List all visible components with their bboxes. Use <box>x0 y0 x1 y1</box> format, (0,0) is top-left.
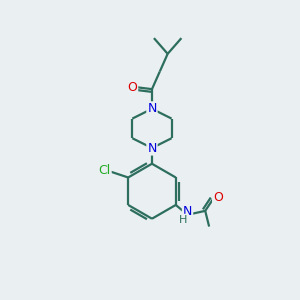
Text: O: O <box>128 81 137 94</box>
Text: H: H <box>178 215 187 225</box>
Text: N: N <box>183 205 192 218</box>
Text: Cl: Cl <box>98 164 111 177</box>
Text: N: N <box>147 142 157 154</box>
Text: O: O <box>213 190 223 204</box>
Text: N: N <box>147 102 157 115</box>
